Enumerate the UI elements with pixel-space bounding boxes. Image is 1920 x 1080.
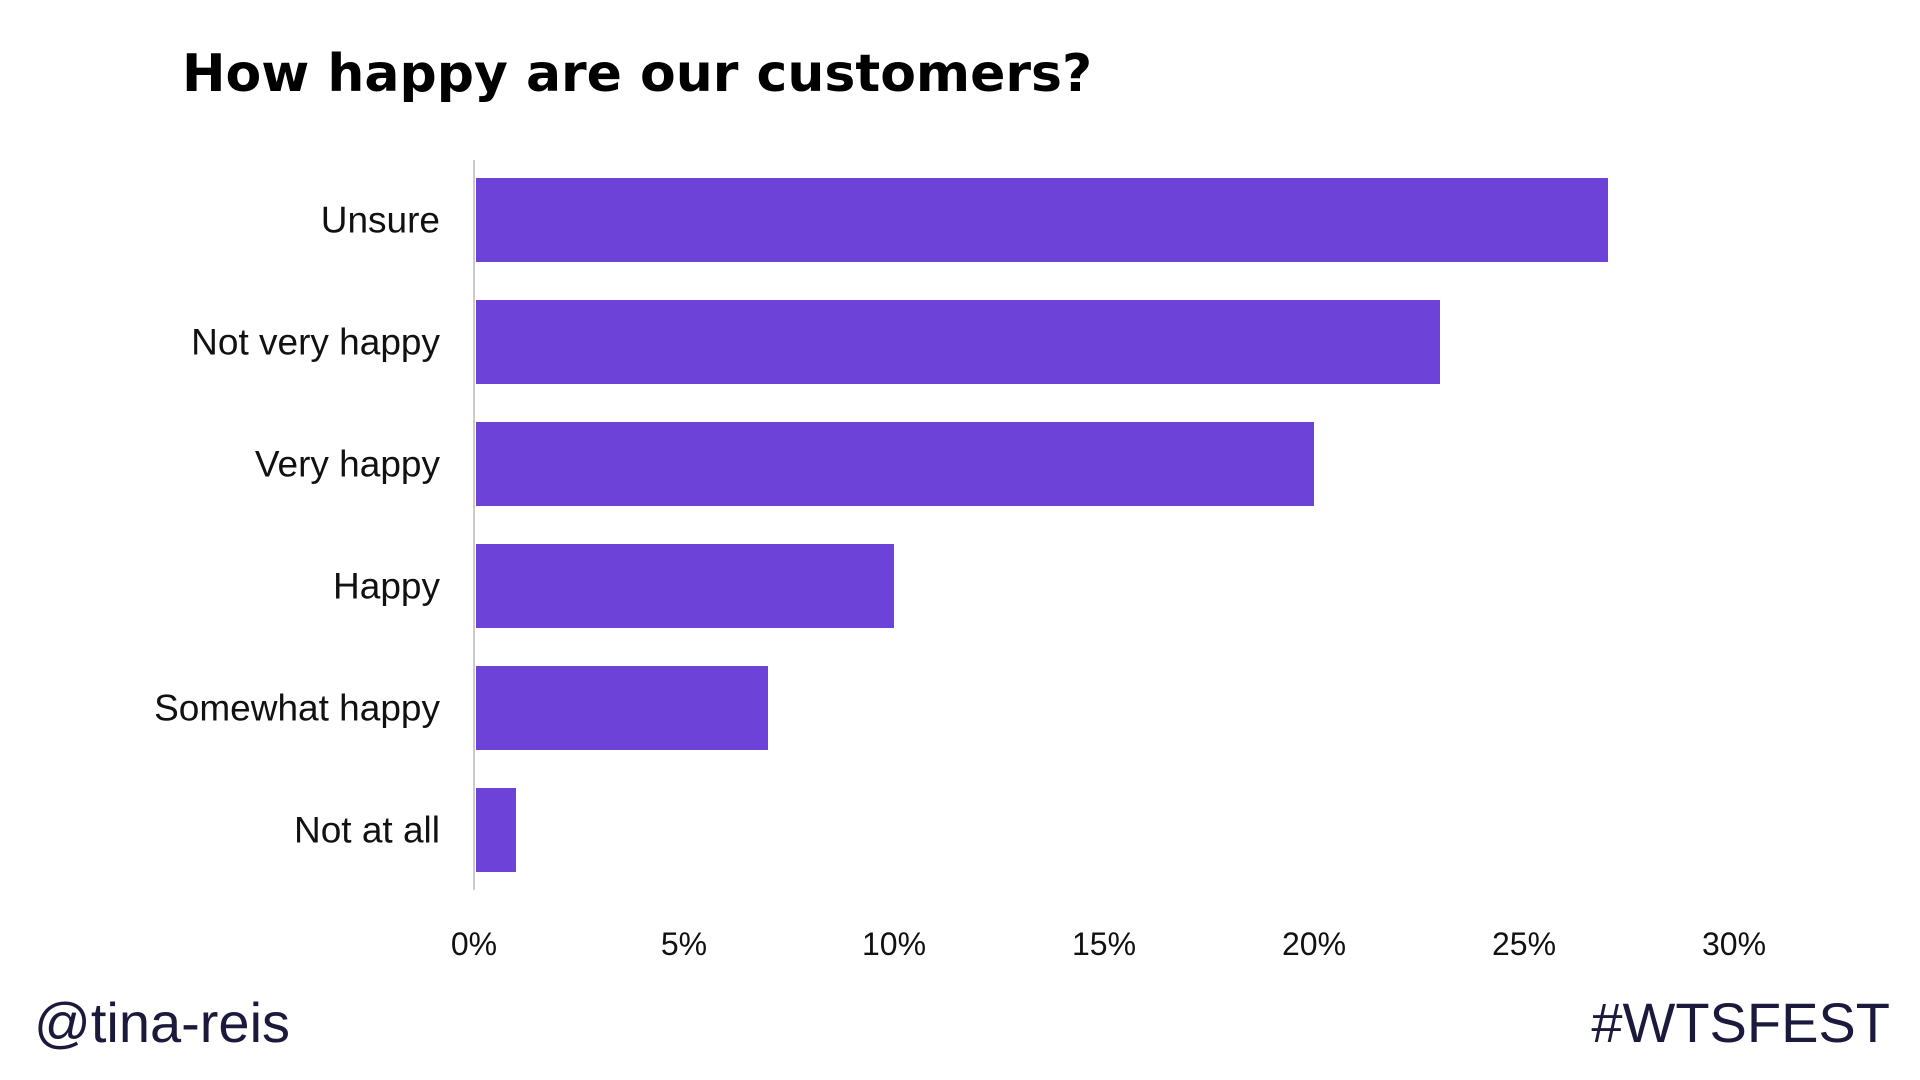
x-tick-label: 30% (1702, 926, 1766, 962)
x-tick-label: 25% (1492, 926, 1556, 962)
bar-not-at-all (476, 788, 516, 872)
bar-very-happy (476, 422, 1314, 506)
category-label-not-very-happy: Not very happy (191, 322, 440, 363)
x-tick-label: 20% (1282, 926, 1346, 962)
category-labels: Unsure Not very happy Very happy Happy Somew… (154, 200, 440, 851)
bar-unsure (476, 178, 1608, 262)
category-label-unsure: Unsure (321, 200, 440, 241)
bar-not-very-happy (476, 300, 1440, 384)
bars-group (476, 178, 1608, 872)
x-tick-label: 5% (661, 926, 707, 962)
event-hashtag: #WTSFEST (1591, 991, 1890, 1054)
bar-happy (476, 544, 894, 628)
x-tick-label: 10% (862, 926, 926, 962)
x-tick-label: 15% (1072, 926, 1136, 962)
x-tick-label: 0% (451, 926, 497, 962)
author-handle: @tina-reis (34, 991, 291, 1054)
category-label-very-happy: Very happy (255, 444, 441, 485)
category-label-happy: Happy (333, 566, 440, 607)
category-label-not-at-all: Not at all (294, 810, 440, 851)
chart-title: How happy are our customers? (182, 44, 1093, 104)
bar-somewhat-happy (476, 666, 768, 750)
x-tick-labels: 0% 5% 10% 15% 20% 25% 30% (451, 926, 1766, 962)
category-label-somewhat-happy: Somewhat happy (154, 688, 440, 729)
